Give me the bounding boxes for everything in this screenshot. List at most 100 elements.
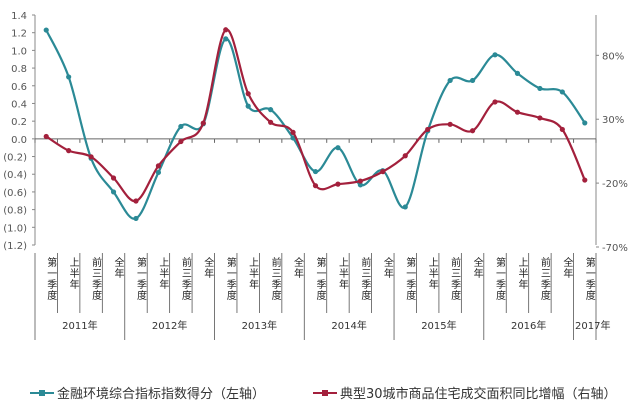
data-point [268,107,274,113]
data-point [155,163,162,169]
year-label: 2016年 [511,319,546,332]
data-point [447,121,453,127]
category-label: 前三季度 [90,256,102,301]
year-label: 2012年 [152,319,187,332]
data-point [155,169,162,176]
left-tick-label: (0.2) [3,153,27,164]
left-tick-label: (0.6) [3,188,27,199]
category-label: 全年 [471,256,483,279]
category-label: 全年 [112,256,124,279]
data-point [582,120,588,126]
right-tick-label: -70% [602,243,628,254]
category-label: 前三季度 [538,256,550,301]
left-tick-label: 0.0 [11,135,27,146]
category-label: 前三季度 [359,256,371,301]
data-point [245,103,251,109]
category-label: 全年 [381,256,393,279]
data-point [223,36,229,42]
left-tick-label: 0.4 [11,99,27,110]
data-point [200,120,206,126]
category-label: 第一季度 [494,256,506,301]
year-label: 2011年 [62,319,97,332]
category-label: 第一季度 [134,256,146,301]
left-tick-label: (0.8) [3,206,27,217]
left-tick-label: 1.4 [11,11,27,22]
right-tick-label: 30% [602,115,624,126]
data-point [380,169,386,175]
year-label: 2017年 [575,319,610,332]
category-label: 全年 [202,256,214,279]
category-label: 第一季度 [224,256,236,301]
category-label: 前三季度 [449,256,461,301]
legend-item-financial-index: 金融环境综合指标指数得分（左轴） [30,383,265,402]
year-label: 2013年 [242,319,277,332]
data-point [178,123,184,130]
left-tick-label: (1.2) [3,241,27,252]
data-point [357,178,363,184]
chart-svg: 1.4 1.2 1.0 0.8 0.6 0.4 0.2 0.0 (0.2) (0.4) (0.6) (… [3,11,628,340]
data-point [492,52,498,58]
category-label: 第一季度 [45,256,57,301]
category-label: 上半年 [336,257,348,290]
data-point [312,183,319,189]
data-point [559,89,565,95]
category-label: 上半年 [516,257,528,290]
year-label: 2014年 [331,319,366,332]
series-line-housing-sales [45,28,586,203]
category-label: 上半年 [67,257,79,290]
data-point [133,198,139,204]
legend-item-housing-sales: 典型30城市商品住宅成交面积同比增幅（右轴） [313,383,617,402]
data-point [110,175,117,181]
data-point [469,77,476,84]
left-tick-label: 0.6 [11,82,27,93]
data-point [268,119,274,125]
data-point [514,70,521,76]
data-point [537,115,543,121]
left-tick-label: (0.4) [3,170,27,181]
category-label: 前三季度 [179,256,191,301]
data-point [357,182,363,188]
data-point [559,126,565,133]
data-point [537,85,543,92]
year-label: 2015年 [421,319,456,332]
data-point [492,99,498,105]
data-point [447,77,453,84]
data-point [469,128,476,134]
legend-swatch-red [313,389,338,396]
category-label: 上半年 [247,257,259,290]
data-point [223,27,229,33]
right-tick-label: 80% [602,51,624,62]
data-point [514,109,521,115]
series-line-financial-index [45,29,586,220]
data-point [425,126,431,133]
right-tick-label: -20% [602,179,628,190]
data-point [88,154,94,160]
data-point [582,177,588,183]
left-tick-label: 1.0 [11,46,27,57]
data-point [312,168,319,175]
data-point [133,215,139,222]
data-point [43,27,49,33]
category-label: 全年 [561,256,573,279]
data-point [335,181,341,187]
category-label: 上半年 [426,257,438,290]
category-label: 上半年 [157,257,169,290]
data-point [335,145,341,151]
data-point [402,204,408,210]
data-point [66,148,72,154]
legend-label: 典型30城市商品住宅成交面积同比增幅（右轴） [340,387,617,402]
category-label: 第一季度 [404,256,416,301]
data-point [110,189,117,195]
left-tick-label: 1.2 [11,29,27,40]
data-point [66,74,72,80]
data-point [178,138,184,145]
category-label: 全年 [292,256,304,279]
left-tick-label: (1.0) [3,223,27,234]
data-point [43,133,49,140]
left-tick-label: 0.8 [11,64,27,75]
category-label: 第一季度 [314,256,326,301]
legend-label: 金融环境综合指标指数得分（左轴） [57,387,266,402]
data-point [245,91,251,97]
category-label: 前三季度 [269,256,281,301]
